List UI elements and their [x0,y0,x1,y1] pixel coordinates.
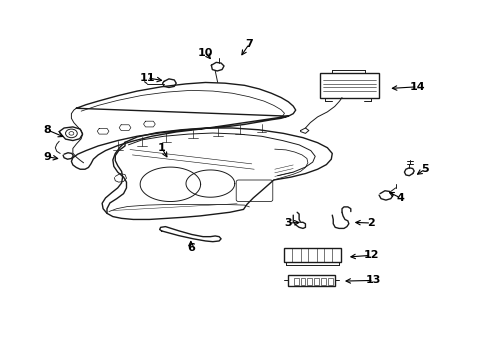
Text: 6: 6 [186,243,194,253]
Bar [314,278,319,285]
Bar [288,275,334,286]
Text: 2: 2 [366,218,374,228]
Text: 1: 1 [158,143,165,153]
Bar [293,278,298,285]
Bar [283,248,340,262]
Text: 10: 10 [198,48,213,58]
Text: 5: 5 [420,164,428,174]
Text: 8: 8 [43,125,51,135]
Bar [307,278,312,285]
Text: 14: 14 [409,82,425,92]
Bar [321,278,325,285]
Bar [327,278,332,285]
Text: 4: 4 [396,193,404,203]
Bar [300,278,305,285]
Text: 13: 13 [366,275,381,285]
Text: 3: 3 [284,218,292,228]
Text: 9: 9 [43,152,51,162]
Text: 12: 12 [363,250,378,260]
Text: 11: 11 [139,73,154,83]
Text: 7: 7 [245,39,253,49]
